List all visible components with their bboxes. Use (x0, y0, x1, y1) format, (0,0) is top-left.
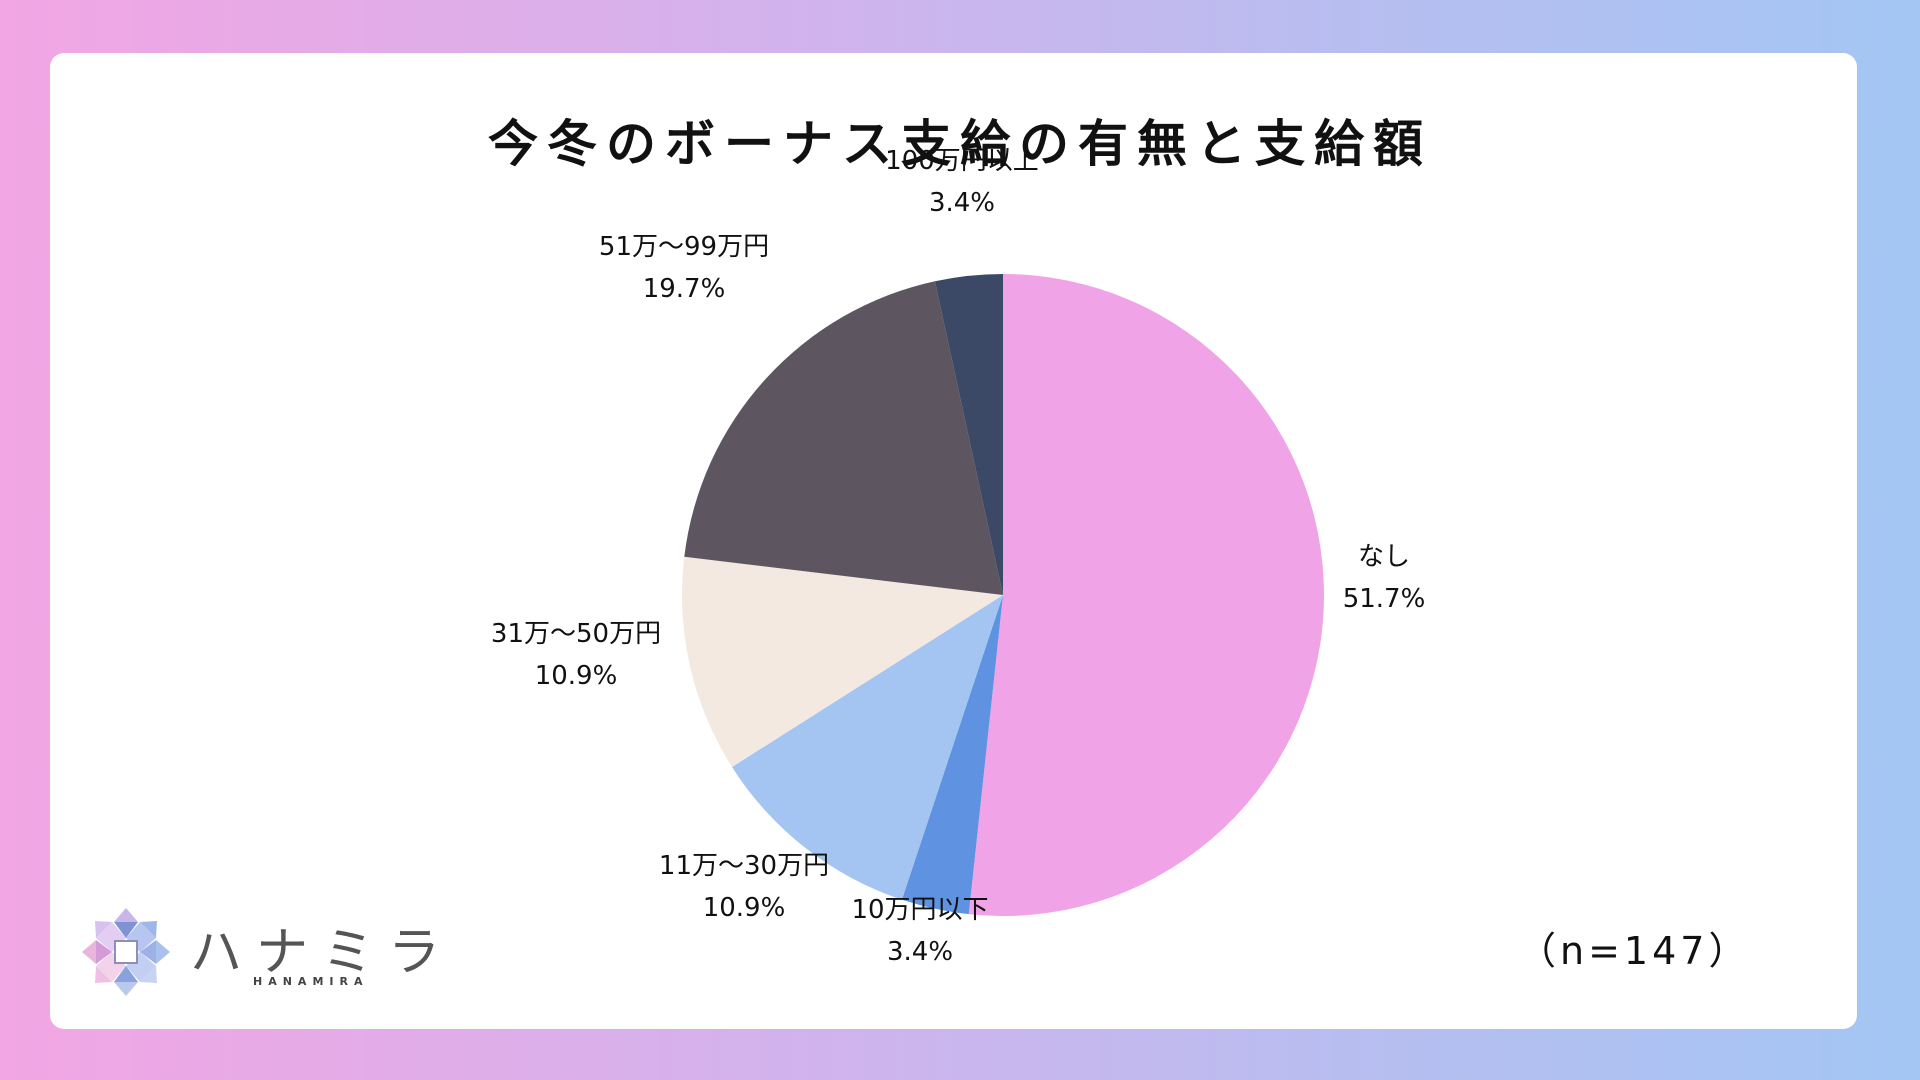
slice-category-label: 51万～99万円 (598, 232, 770, 262)
logo-subtext: HANAMIRA (253, 975, 369, 988)
pie-slice-6 (934, 274, 1003, 595)
slice-category-label: 31万～50万円 (490, 619, 662, 649)
slice-label-4: 31万～50万円 10.9% (491, 613, 661, 697)
chart-title: 今冬のボーナス支給の有無と支給額 (488, 115, 1432, 173)
slice-label-2: 10万円以下 3.4% (851, 889, 988, 973)
slice-category-label: 11万～30万円 (658, 851, 830, 881)
slice-category-label: なし (1357, 542, 1411, 572)
slice-value-label: 19.7% (642, 274, 726, 304)
slice-value-label: 3.4% (928, 188, 996, 218)
slice-value-label: 10.9% (702, 893, 786, 923)
slice-value-label: 10.9% (534, 661, 618, 691)
slice-label-6: 100万円以上 3.4% (885, 140, 1039, 224)
pie-slice-2 (901, 595, 1003, 915)
pie-slice-3 (731, 595, 1003, 900)
pie-slice-4 (681, 556, 1003, 768)
hanamira-logo-icon (82, 908, 170, 996)
slice-value-label: 3.4% (886, 937, 954, 967)
slice-label-5: 51万～99万円 19.7% (599, 226, 769, 310)
slice-category-label: 100万円以上 (885, 146, 1039, 176)
slice-value-label: 51.7% (1342, 584, 1426, 614)
slice-label-3: 11万～30万円 10.9% (659, 845, 829, 929)
pie-slice-1 (968, 274, 1325, 916)
slice-category-label: 10万円以下 (851, 895, 989, 925)
logo-text: ハナミラ (190, 923, 455, 983)
sample-size: （n=147） (1518, 929, 1751, 973)
slice-label-1: なし 51.7% (1343, 536, 1426, 620)
pie-slice-5 (684, 281, 1003, 595)
